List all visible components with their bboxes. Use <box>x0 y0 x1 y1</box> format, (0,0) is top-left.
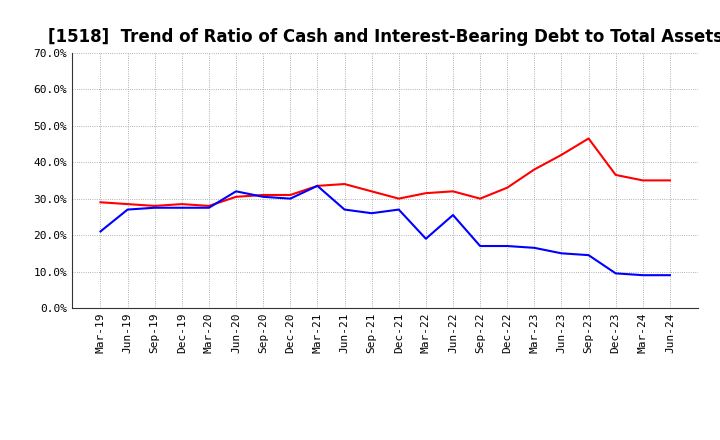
Interest-Bearing Debt <box>530 245 539 250</box>
Interest-Bearing Debt <box>503 243 511 249</box>
Cash <box>584 136 593 141</box>
Interest-Bearing Debt <box>639 272 647 278</box>
Interest-Bearing Debt <box>204 205 213 210</box>
Interest-Bearing Debt <box>476 243 485 249</box>
Cash <box>476 196 485 201</box>
Cash <box>259 192 268 198</box>
Interest-Bearing Debt <box>150 205 159 210</box>
Interest-Bearing Debt <box>96 229 105 234</box>
Cash <box>341 181 349 187</box>
Interest-Bearing Debt <box>313 183 322 188</box>
Interest-Bearing Debt <box>341 207 349 212</box>
Cash <box>421 191 430 196</box>
Cash <box>96 200 105 205</box>
Interest-Bearing Debt <box>286 196 294 201</box>
Interest-Bearing Debt <box>421 236 430 242</box>
Interest-Bearing Debt <box>584 253 593 258</box>
Interest-Bearing Debt <box>123 207 132 212</box>
Interest-Bearing Debt <box>395 207 403 212</box>
Cash <box>557 152 566 158</box>
Cash <box>232 194 240 199</box>
Cash <box>449 189 457 194</box>
Cash <box>395 196 403 201</box>
Cash <box>665 178 674 183</box>
Cash <box>204 203 213 209</box>
Cash <box>639 178 647 183</box>
Cash <box>286 192 294 198</box>
Cash <box>150 203 159 209</box>
Interest-Bearing Debt <box>665 272 674 278</box>
Cash <box>123 202 132 207</box>
Interest-Bearing Debt <box>232 189 240 194</box>
Interest-Bearing Debt <box>178 205 186 210</box>
Interest-Bearing Debt <box>557 251 566 256</box>
Cash <box>367 189 376 194</box>
Cash <box>503 185 511 191</box>
Cash <box>530 167 539 172</box>
Cash <box>313 183 322 188</box>
Cash <box>178 202 186 207</box>
Line: Cash: Cash <box>101 139 670 206</box>
Interest-Bearing Debt <box>449 213 457 218</box>
Interest-Bearing Debt <box>367 211 376 216</box>
Title: [1518]  Trend of Ratio of Cash and Interest-Bearing Debt to Total Assets: [1518] Trend of Ratio of Cash and Intere… <box>48 28 720 46</box>
Interest-Bearing Debt <box>611 271 620 276</box>
Line: Interest-Bearing Debt: Interest-Bearing Debt <box>101 186 670 275</box>
Cash <box>611 172 620 178</box>
Interest-Bearing Debt <box>259 194 268 199</box>
